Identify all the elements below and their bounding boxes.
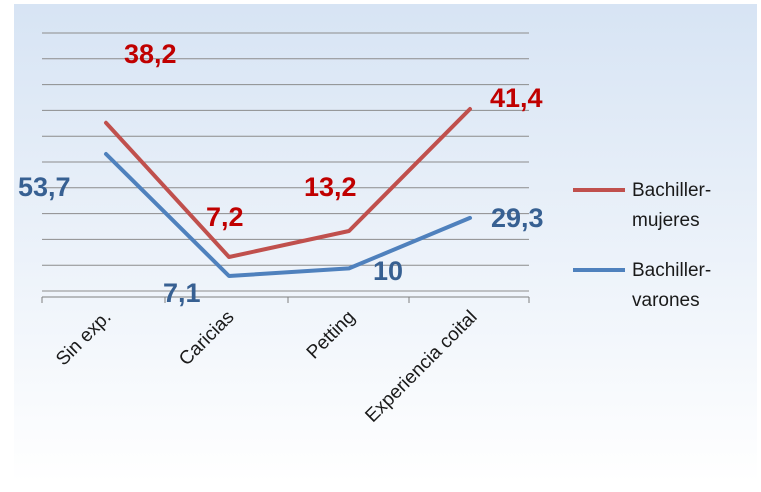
series-line-0 bbox=[104, 107, 472, 259]
data-label-s0-p0: 38,2 bbox=[124, 39, 177, 69]
legend-label-0: mujeres bbox=[632, 210, 700, 231]
legend-label-1: Bachiller- bbox=[632, 260, 711, 281]
data-label-s0-p1: 7,2 bbox=[206, 202, 244, 232]
data-label-s1-p0: 53,7 bbox=[18, 172, 71, 202]
legend-label-0: Bachiller- bbox=[632, 180, 711, 201]
data-label-s1-p2: 10 bbox=[373, 256, 403, 286]
data-label-s0-p3: 41,4 bbox=[490, 83, 543, 113]
series-line-1 bbox=[104, 152, 472, 278]
data-labels: 38,2 7,2 13,2 41,4 53,7 7,1 10 29,3 bbox=[18, 39, 544, 308]
gridlines bbox=[42, 32, 529, 292]
legend-label-1: varones bbox=[632, 290, 700, 311]
data-label-s0-p2: 13,2 bbox=[304, 172, 357, 202]
data-label-s1-p3: 29,3 bbox=[491, 203, 544, 233]
series-layer bbox=[104, 107, 472, 278]
chart-background bbox=[14, 4, 757, 483]
data-label-s1-p1: 7,1 bbox=[163, 278, 201, 308]
x-axis bbox=[41, 296, 530, 303]
legend: Bachiller-mujeres Bachiller-varones bbox=[573, 180, 711, 311]
